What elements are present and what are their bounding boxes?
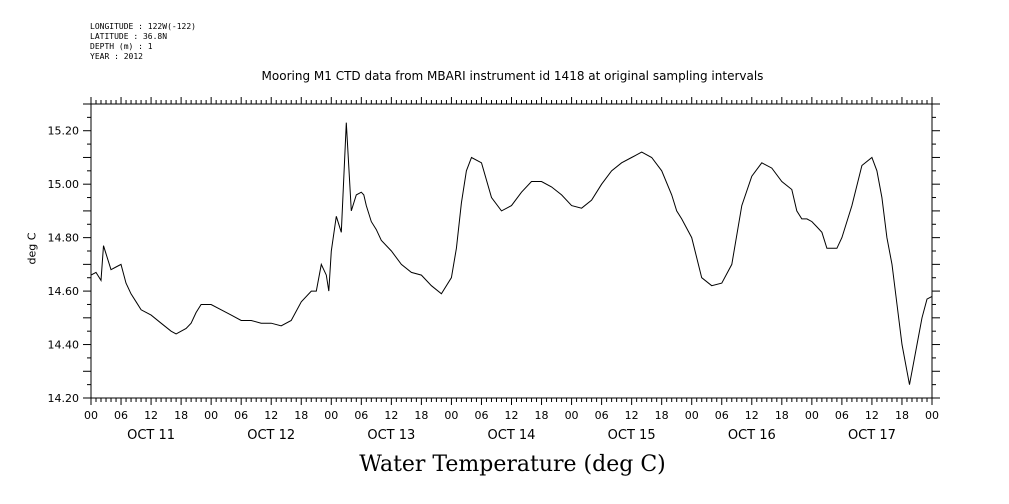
x-tick-label: 00 bbox=[84, 409, 98, 422]
x-day-label: OCT 12 bbox=[247, 428, 295, 443]
y-tick-label: 15.20 bbox=[48, 125, 80, 138]
year-label: YEAR : 2012 bbox=[90, 52, 143, 61]
x-tick-label: 18 bbox=[414, 409, 428, 422]
y-tick-label: 14.40 bbox=[48, 339, 80, 352]
x-day-label: OCT 15 bbox=[608, 428, 656, 443]
x-day-label: OCT 11 bbox=[127, 428, 175, 443]
x-tick-label: 18 bbox=[895, 409, 909, 422]
x-tick-label: 12 bbox=[745, 409, 759, 422]
x-tick-label: 06 bbox=[474, 409, 488, 422]
depth-label: DEPTH (m) : 1 bbox=[90, 42, 153, 51]
x-tick-label: 12 bbox=[865, 409, 879, 422]
x-day-label: OCT 16 bbox=[728, 428, 776, 443]
latitude-label: LATITUDE : 36.8N bbox=[90, 32, 168, 41]
x-tick-label: 18 bbox=[655, 409, 669, 422]
x-tick-label: 18 bbox=[535, 409, 549, 422]
x-tick-label: 00 bbox=[324, 409, 338, 422]
y-tick-label: 15.00 bbox=[48, 178, 80, 191]
x-tick-label: 18 bbox=[294, 409, 308, 422]
plot-frame bbox=[90, 103, 933, 399]
y-tick-label: 14.20 bbox=[48, 392, 80, 405]
y-tick-label: 14.80 bbox=[48, 232, 80, 245]
x-day-label: OCT 14 bbox=[488, 428, 536, 443]
x-tick-label: 12 bbox=[144, 409, 158, 422]
x-tick-label: 00 bbox=[685, 409, 699, 422]
x-tick-label: 12 bbox=[625, 409, 639, 422]
x-tick-label: 06 bbox=[595, 409, 609, 422]
x-tick-label: 06 bbox=[114, 409, 128, 422]
x-tick-label: 06 bbox=[354, 409, 368, 422]
series-line-water-temperature bbox=[90, 122, 933, 385]
x-tick-label: 12 bbox=[384, 409, 398, 422]
x-day-label: OCT 17 bbox=[848, 428, 896, 443]
x-tick-label: 06 bbox=[234, 409, 248, 422]
x-tick-label: 06 bbox=[715, 409, 729, 422]
x-tick-label: 00 bbox=[565, 409, 579, 422]
x-day-label: OCT 13 bbox=[367, 428, 415, 443]
x-tick-label: 00 bbox=[925, 409, 939, 422]
x-tick-label: 18 bbox=[174, 409, 188, 422]
axis-tick-labels: 00 06 12 18 00 06 12 18 00 06 12 18 00 06 12 18 00 06 12 18… bbox=[48, 125, 940, 443]
x-tick-label: 00 bbox=[444, 409, 458, 422]
x-tick-label: 00 bbox=[805, 409, 819, 422]
x-tick-label: 12 bbox=[505, 409, 519, 422]
x-tick-label: 06 bbox=[835, 409, 849, 422]
x-tick-label: 12 bbox=[264, 409, 278, 422]
x-tick-label: 00 bbox=[204, 409, 218, 422]
x-tick-label: 18 bbox=[775, 409, 789, 422]
chart-title: Mooring M1 CTD data from MBARI instrumen… bbox=[261, 69, 764, 83]
axis-ticks bbox=[83, 97, 940, 405]
y-tick-label: 14.60 bbox=[48, 285, 80, 298]
longitude-label: LONGITUDE : 122W(-122) bbox=[90, 22, 196, 31]
chart-bottom-title: Water Temperature (deg C) bbox=[359, 452, 666, 477]
